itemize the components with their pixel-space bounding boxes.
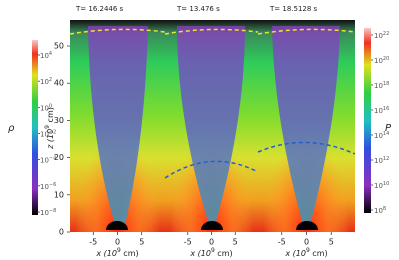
tick-exponent: 14 [383, 131, 389, 137]
tick-exponent: −8 [49, 208, 56, 214]
x-label-text: x (10 [95, 249, 117, 258]
tick-exponent: 12 [383, 156, 389, 162]
z-label-tail: cm) [46, 107, 55, 125]
tick-base: 10 [40, 52, 49, 60]
tick-base: 10 [374, 82, 383, 90]
x-tick-label: 0 [209, 238, 214, 247]
x-tick-label: 5 [233, 238, 238, 247]
tick-exponent: 10 [383, 181, 389, 187]
x-tick-label: 5 [139, 238, 144, 247]
x-axis-label: x (109 cm) [189, 247, 232, 258]
tick-exponent: 4 [49, 51, 52, 57]
z-tick-label: 30 [54, 116, 64, 125]
panels [69, 20, 356, 232]
tick-base: 10 [374, 182, 383, 190]
tick-base: 10 [374, 157, 383, 165]
tick-base: 10 [374, 57, 383, 65]
x-tick-label: -5 [184, 238, 192, 247]
tick-exponent: 8 [383, 206, 386, 212]
tick-exponent: 2 [49, 77, 52, 83]
tick-base: 10 [40, 157, 49, 165]
z-tick-label: 10 [54, 190, 64, 199]
colorbar-tick-label: 108 [374, 206, 386, 216]
tick-exponent: 20 [383, 56, 389, 62]
tick-exponent: 18 [383, 81, 389, 87]
tick-exponent: 22 [383, 31, 389, 37]
colorbar-tick-label: 10−4 [40, 155, 56, 165]
panel-title: T= 16.2446 s [75, 5, 124, 13]
tick-exponent: −6 [49, 181, 56, 187]
superscript: 9 [44, 125, 51, 129]
tick-base: 10 [40, 78, 49, 86]
tick-base: 10 [40, 209, 49, 217]
colorbar-tick-label: 1020 [374, 56, 389, 66]
tick-base: 10 [374, 32, 383, 40]
colorbar-tick-label: 1014 [374, 131, 389, 141]
colorbar-tick-label: 1018 [374, 81, 389, 91]
tick-exponent: 16 [383, 106, 389, 112]
z-tick-label: 40 [54, 79, 64, 88]
p-colorbar [364, 28, 371, 213]
z-tick-label: 50 [54, 42, 64, 51]
tick-base: 10 [374, 107, 383, 115]
x-label-tail: cm) [121, 249, 139, 258]
x-axis-label: x (109 cm) [284, 247, 327, 258]
z-axis-label: z (109 cm) [44, 107, 55, 150]
colorbar-tick-label: 1016 [374, 106, 389, 116]
tick-exponent: −2 [49, 129, 56, 135]
p-label: P [385, 123, 392, 134]
tick-base: 10 [374, 132, 383, 140]
superscript: 9 [117, 247, 121, 254]
x-tick-label: -5 [278, 238, 286, 247]
tick-base: 10 [40, 104, 49, 112]
x-tick-label: 0 [115, 238, 120, 247]
x-label-tail: cm) [310, 249, 328, 258]
colorbar-tick-label: 102 [40, 77, 52, 87]
superscript: 9 [211, 247, 215, 254]
colorbar-tick-label: 10−8 [40, 208, 56, 218]
x-label-text: x (10 [189, 249, 211, 258]
x-tick-label: 0 [304, 238, 309, 247]
colorbar-tick-label: 1010 [374, 181, 389, 191]
x-label-tail: cm) [215, 249, 233, 258]
colorbar-tick-label: 1012 [374, 156, 389, 166]
z-tick-label: 20 [54, 153, 64, 162]
tick-base: 10 [374, 207, 383, 215]
z-label-text: z (10 [46, 129, 55, 150]
tick-base: 10 [40, 131, 49, 139]
superscript: 9 [306, 247, 310, 254]
x-label-text: x (10 [284, 249, 306, 258]
colorbar-tick-label: 1022 [374, 31, 389, 41]
rho-label: ρ [8, 123, 15, 134]
x-tick-label: 5 [329, 238, 334, 247]
panel-title: T= 18.5128 s [269, 5, 318, 13]
panel-title: T= 13.476 s [176, 5, 220, 13]
x-tick-label: -5 [89, 238, 97, 247]
z-tick-label: 0 [59, 228, 64, 237]
tick-exponent: −4 [49, 155, 56, 161]
tick-base: 10 [40, 183, 49, 191]
colorbar-tick-label: 104 [40, 51, 52, 61]
colorbar-tick-label: 10−2 [40, 129, 56, 139]
x-axis-label: x (109 cm) [95, 247, 138, 258]
rho-colorbar [32, 40, 38, 215]
colorbar-tick-label: 10−6 [40, 181, 56, 191]
colorbar-tick-label: 100 [40, 103, 52, 113]
tick-exponent: 0 [49, 103, 52, 109]
